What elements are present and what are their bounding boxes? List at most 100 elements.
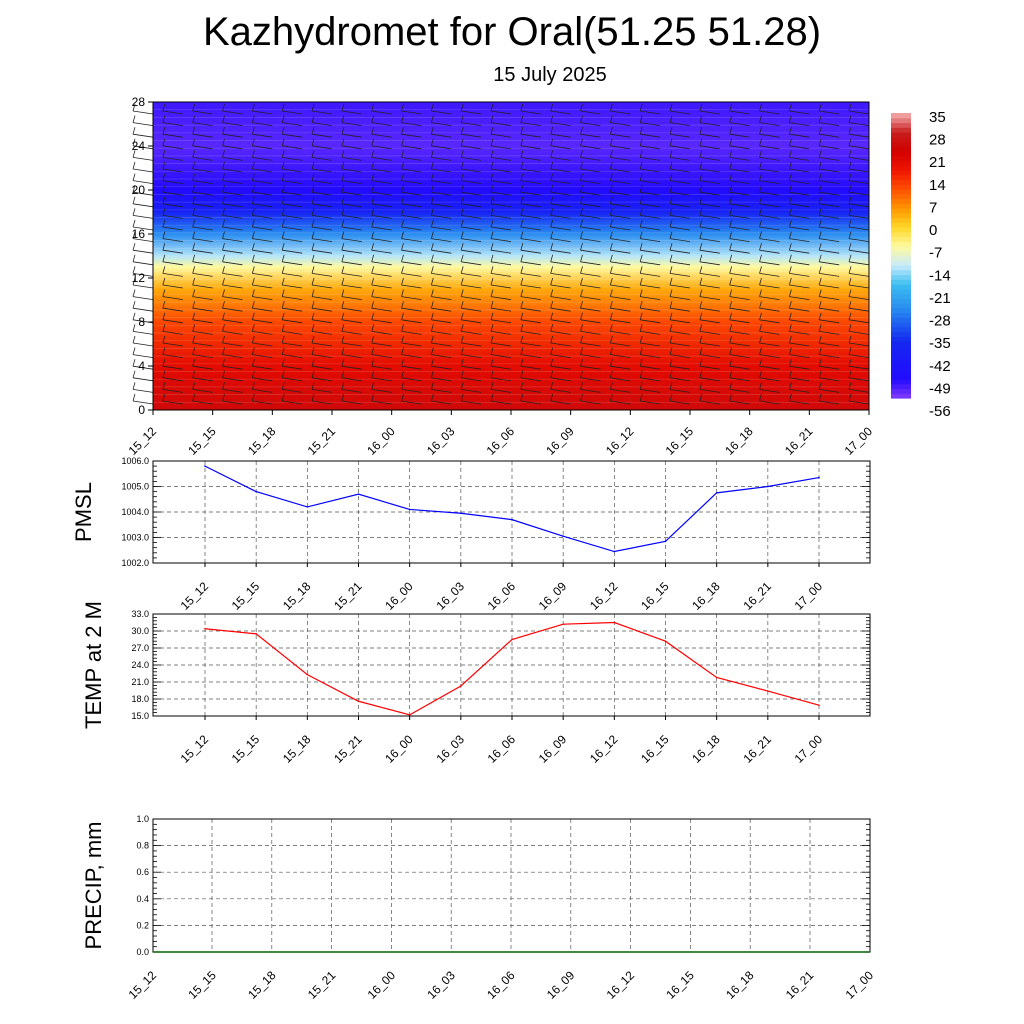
wind-barb xyxy=(520,365,541,370)
x-tick-label: 17_00 xyxy=(792,732,826,766)
data-point xyxy=(613,550,616,553)
wind-barb-flag xyxy=(460,335,464,344)
wind-barb-flag xyxy=(788,115,792,123)
wind-barb-flag xyxy=(490,196,494,204)
wind-barb xyxy=(192,331,213,335)
wind-barb xyxy=(371,319,392,324)
wind-barb xyxy=(431,307,452,312)
x-tick-label: 15_15 xyxy=(185,424,219,458)
wind-barb xyxy=(222,377,243,382)
x-tick-label: 15_15 xyxy=(229,732,263,766)
wind-barb xyxy=(759,122,780,126)
wind-barb-flag xyxy=(371,161,375,170)
wind-barb xyxy=(819,284,840,289)
wind-barb xyxy=(610,273,631,277)
wind-barb xyxy=(490,261,512,266)
wind-barb-flag xyxy=(162,231,166,239)
wind-barb-flag xyxy=(580,103,583,112)
wind-barb-flag xyxy=(430,208,434,216)
wind-barb xyxy=(162,180,183,184)
wind-barb-flag xyxy=(759,382,762,390)
wind-barb xyxy=(162,284,183,289)
wind-barb xyxy=(222,400,243,405)
wind-barb-flag xyxy=(788,324,792,332)
wind-barb xyxy=(669,157,691,161)
wind-barb xyxy=(610,284,631,289)
wind-barb-flag xyxy=(580,393,583,402)
wind-barb xyxy=(669,307,691,312)
wind-barb-flag xyxy=(520,127,524,135)
colorbar-segment xyxy=(891,117,911,124)
wind-barb xyxy=(162,307,183,312)
wind-barb xyxy=(371,226,392,231)
wind-barb-flag xyxy=(788,161,792,170)
wind-barb xyxy=(192,203,213,208)
wind-barb xyxy=(520,226,541,231)
wind-barb xyxy=(759,249,780,254)
wind-barb-flag xyxy=(162,150,166,158)
wind-barb-flag xyxy=(401,150,404,158)
wind-barb xyxy=(640,331,661,335)
x-tick-label: 16_03 xyxy=(433,732,467,766)
wind-barb xyxy=(550,215,571,219)
wind-barb xyxy=(550,342,571,347)
wind-barb-flag xyxy=(192,173,196,181)
wind-barb-flag xyxy=(251,301,255,309)
wind-barb-flag xyxy=(580,335,583,344)
wind-barb xyxy=(162,389,183,393)
wind-barb-flag xyxy=(818,382,822,390)
wind-barb xyxy=(490,215,512,219)
wind-barb xyxy=(431,400,452,405)
wind-barb xyxy=(371,238,392,242)
wind-barb-flag xyxy=(371,289,375,297)
wind-barb-flag xyxy=(401,173,404,181)
wind-barb xyxy=(311,168,333,173)
x-tick-label: 16_12 xyxy=(603,424,637,458)
wind-barb-flag xyxy=(759,324,762,332)
wind-barb-flag xyxy=(162,370,166,378)
wind-barb xyxy=(729,400,750,405)
data-point xyxy=(664,540,667,543)
wind-barb xyxy=(520,110,541,115)
wind-barb xyxy=(580,157,601,161)
wind-barb-flag xyxy=(818,173,822,181)
wind-barb xyxy=(252,238,273,242)
wind-barb-flag xyxy=(192,254,196,262)
x-tick-label: 15_21 xyxy=(305,968,339,1002)
wind-barb xyxy=(490,180,512,184)
wind-barb-flag xyxy=(609,347,613,355)
wind-barb-flag xyxy=(460,185,464,193)
y-tick-label: 1002.0 xyxy=(121,558,149,568)
wind-barb xyxy=(192,354,213,358)
wind-barb-flag xyxy=(281,185,285,193)
wind-barb-flag xyxy=(848,289,852,297)
wind-barb-flag xyxy=(401,196,404,204)
wind-barb-flag xyxy=(490,301,494,309)
data-point xyxy=(204,627,206,630)
y-tick-label: 27.0 xyxy=(131,643,149,653)
wind-barb-flag xyxy=(490,347,494,355)
wind-barb xyxy=(311,342,333,347)
wind-barb xyxy=(848,226,870,231)
wind-barb xyxy=(282,145,303,150)
wind-barb-flag xyxy=(341,173,345,181)
wind-barb-flag xyxy=(669,208,673,216)
x-tick-label: 16_09 xyxy=(543,424,577,458)
wind-barb xyxy=(759,226,780,231)
wind-barb xyxy=(132,168,154,173)
wind-barb-flag xyxy=(162,347,166,355)
y-tick-label: 18.0 xyxy=(131,694,149,704)
y-tick-label: 33.0 xyxy=(131,609,149,619)
wind-barb-flag xyxy=(430,289,434,297)
wind-barb xyxy=(222,331,243,335)
wind-barb xyxy=(699,296,720,300)
wind-barb xyxy=(371,365,392,370)
wind-barb-flag xyxy=(371,196,375,204)
data-point xyxy=(306,506,309,508)
wind-barb xyxy=(580,389,601,393)
wind-barb xyxy=(729,180,750,184)
wind-barb-flag xyxy=(192,115,196,123)
wind-barb xyxy=(401,157,422,161)
wind-barb-flag xyxy=(639,312,643,320)
wind-barb-flag xyxy=(192,359,196,367)
